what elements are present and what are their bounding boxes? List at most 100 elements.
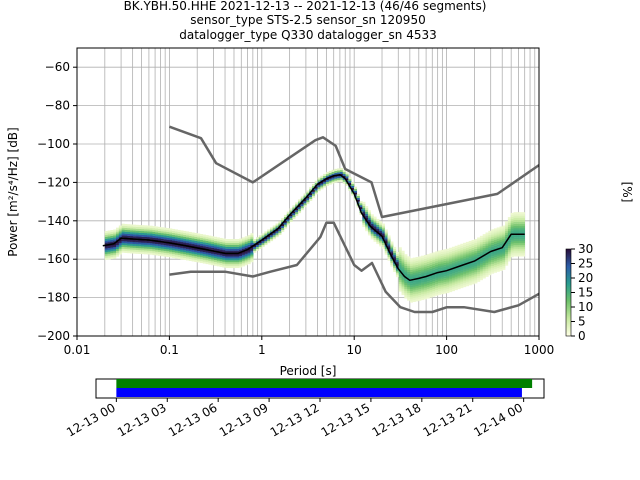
heatmap-cell <box>130 239 134 242</box>
heatmap-cell <box>418 267 422 271</box>
heatmap-cell <box>188 253 192 256</box>
heatmap-cell <box>373 239 377 242</box>
heatmap-cell <box>152 231 156 234</box>
heatmap-cell <box>124 225 128 228</box>
heatmap-cell <box>356 197 360 200</box>
heatmap-cell <box>505 225 509 228</box>
heatmap-cell <box>163 227 167 230</box>
heatmap-cell <box>227 239 232 242</box>
heatmap-cell <box>152 252 156 256</box>
heatmap-cell <box>208 239 212 242</box>
heatmap-cell <box>283 214 288 218</box>
heatmap-cell <box>219 249 223 252</box>
heatmap-cell <box>219 245 223 248</box>
heatmap-cell <box>163 235 167 238</box>
heatmap-cell <box>493 247 497 250</box>
heatmap-cell <box>138 228 142 231</box>
heatmap-cell <box>432 271 436 274</box>
heatmap-cell <box>124 235 128 238</box>
heatmap-cell <box>365 225 369 228</box>
heatmap-cell <box>292 205 296 208</box>
heatmap-cell <box>404 254 408 257</box>
heatmap-cell <box>239 265 243 268</box>
heatmap-cell <box>227 240 232 244</box>
heatmap-cell <box>342 173 346 177</box>
heatmap-cell <box>180 238 184 241</box>
heatmap-cell <box>146 235 150 238</box>
heatmap-cell <box>320 185 324 188</box>
heatmap-cell <box>412 271 416 274</box>
heatmap-cell <box>491 254 495 257</box>
heatmap-cell <box>216 243 220 246</box>
heatmap-cell <box>463 279 467 282</box>
heatmap-cell <box>381 233 386 236</box>
heatmap-cell <box>426 279 430 282</box>
heatmap-cell <box>141 248 145 251</box>
heatmap-cell <box>393 254 397 257</box>
heatmap-cell <box>451 256 456 259</box>
heatmap-cell <box>104 252 108 255</box>
heatmap-cell <box>421 292 425 295</box>
heatmap-cell <box>519 217 523 221</box>
heatmap-cell <box>174 250 178 253</box>
heatmap-cell <box>449 272 453 275</box>
heatmap-cell <box>261 243 265 246</box>
heatmap-cell <box>216 245 220 248</box>
heatmap-cell <box>460 243 464 246</box>
heatmap-cell <box>213 248 218 251</box>
heatmap-cell <box>116 244 120 248</box>
heatmap-cell <box>519 225 523 228</box>
heatmap-cell <box>468 240 472 244</box>
heatmap-cell <box>516 235 520 238</box>
heatmap-cell <box>141 250 145 253</box>
heatmap-cell <box>401 291 405 294</box>
heatmap-cell <box>180 247 184 250</box>
heatmap-cell <box>451 271 456 274</box>
heatmap-cell <box>118 240 122 243</box>
colorbar-tick-label: 25 <box>578 257 593 271</box>
heatmap-cell <box>188 247 192 250</box>
heatmap-cell <box>407 296 411 299</box>
heatmap-cell <box>185 233 190 236</box>
heatmap-cell <box>449 247 453 250</box>
heatmap-cell <box>208 258 212 261</box>
heatmap-cell <box>488 250 492 253</box>
heatmap-cell <box>250 248 254 251</box>
heatmap-cell <box>432 260 436 263</box>
heatmap-cell <box>325 172 330 175</box>
heatmap-cell <box>418 275 422 278</box>
heatmap-cell <box>395 253 400 257</box>
heatmap-cell <box>269 235 274 238</box>
heatmap-cell <box>451 262 456 265</box>
heatmap-cell <box>468 260 472 263</box>
heatmap-cell <box>457 287 461 290</box>
heatmap-cell <box>183 234 187 237</box>
heatmap-cell <box>404 265 408 268</box>
heatmap-cell <box>390 243 394 246</box>
heatmap-cell <box>244 259 248 262</box>
heatmap-cell <box>521 219 525 222</box>
heatmap-cell <box>144 252 148 255</box>
heatmap-cell <box>510 249 514 252</box>
heatmap-cell <box>429 266 433 269</box>
heatmap-cell <box>415 272 419 275</box>
heatmap-cell <box>457 267 461 270</box>
heatmap-cell <box>449 280 453 283</box>
heatmap-cell <box>211 241 215 245</box>
heatmap-cell <box>460 274 464 277</box>
heatmap-cell <box>303 199 307 202</box>
coverage-tick-label: 12-13 15 <box>319 400 373 439</box>
heatmap-cell <box>521 248 525 251</box>
heatmap-cell <box>171 232 176 235</box>
heatmap-cell <box>303 201 307 204</box>
heatmap-cell <box>379 238 383 241</box>
heatmap-cell <box>429 282 433 285</box>
heatmap-cell <box>412 274 416 278</box>
heatmap-cell <box>244 263 248 266</box>
y-axis-ticks: −200−180−160−140−120−100−80−60 <box>37 60 77 343</box>
heatmap-cell <box>121 233 125 236</box>
heatmap-cell <box>373 235 377 238</box>
heatmap-cell <box>432 286 436 290</box>
heatmap-cell <box>180 241 184 245</box>
heatmap-cell <box>281 227 285 230</box>
